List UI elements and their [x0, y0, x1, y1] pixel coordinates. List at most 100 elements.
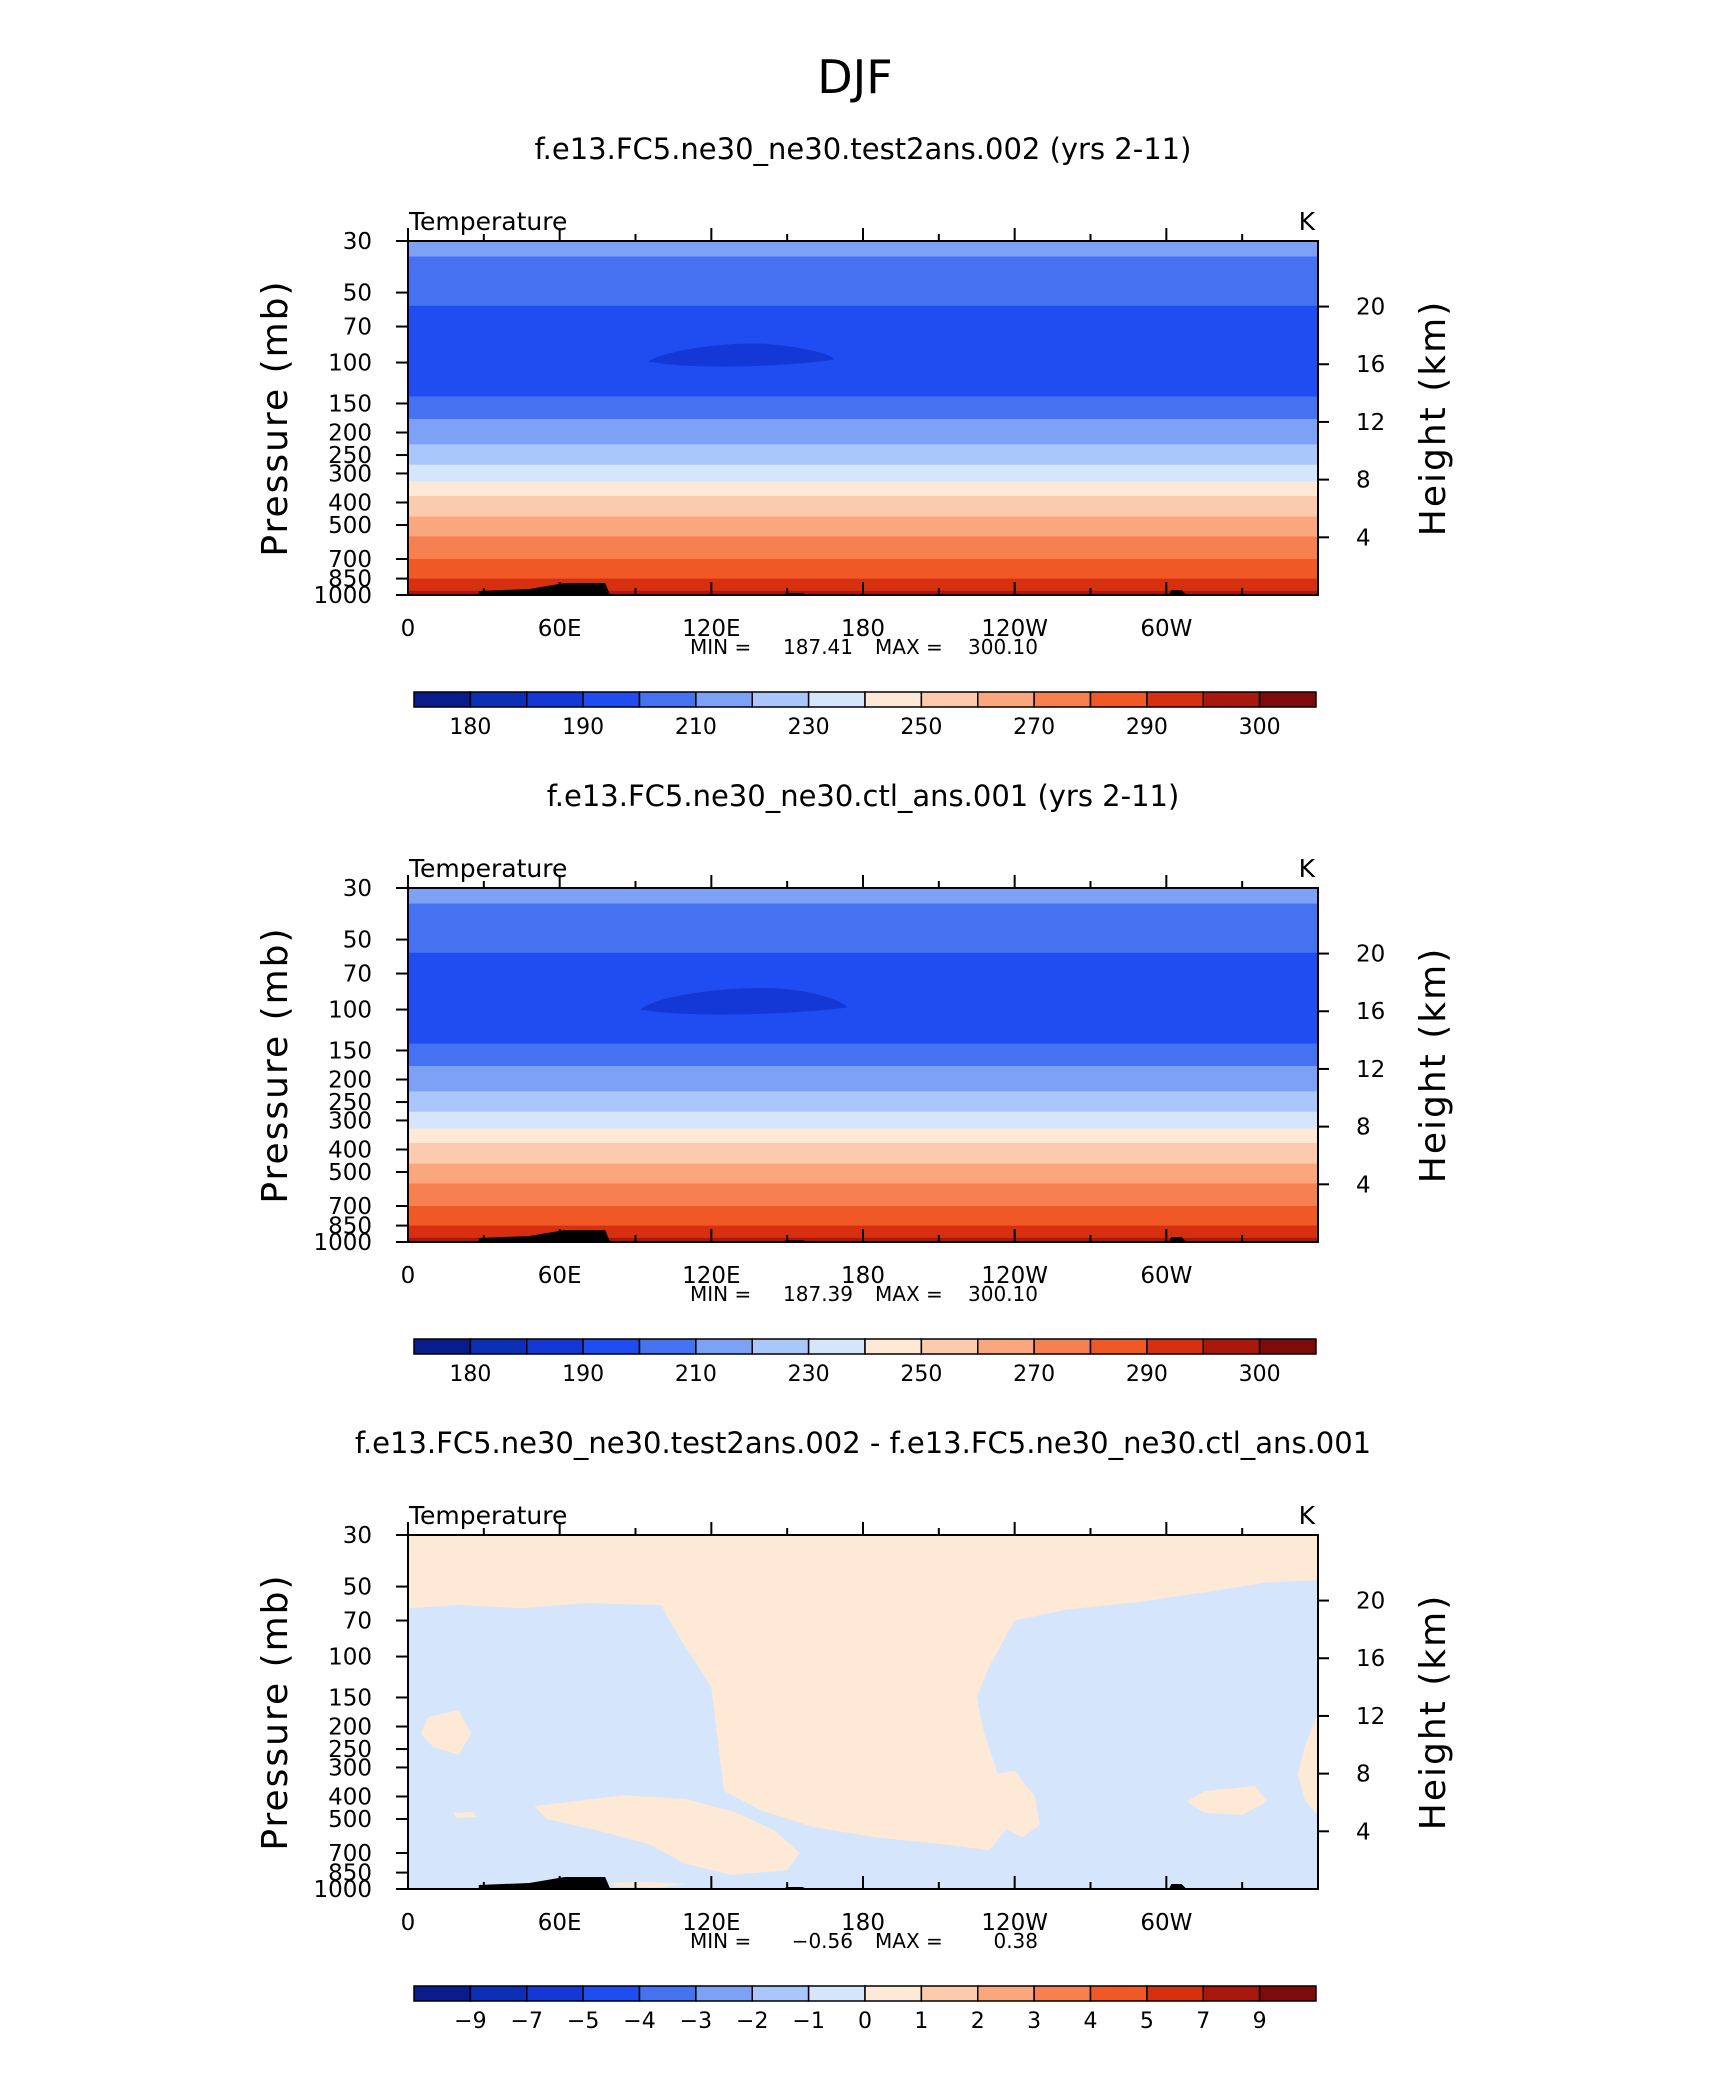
panel-1: f.e13.FC5.ne30_ne30.test2ans.002 (yrs 2-… — [255, 132, 1454, 740]
colorbar-swatch — [1089, 1985, 1148, 2002]
y-tick-label: 1000 — [313, 1230, 372, 1256]
y-tick-label: 200 — [328, 1715, 372, 1741]
colorbar-label: 270 — [1013, 1362, 1055, 1387]
x-tick-label: 120W — [981, 1910, 1048, 1936]
colorbar-swatch — [638, 1338, 697, 1355]
colorbar-label: 270 — [1013, 715, 1055, 740]
min-value: 187.39 — [783, 1282, 853, 1306]
contour-band — [408, 1142, 1318, 1165]
y-tick-label: 850 — [328, 1861, 372, 1887]
colorbar-label: −2 — [736, 2009, 768, 2034]
x-tick-label: 60W — [1140, 616, 1192, 642]
colorbar-label: 290 — [1126, 1362, 1168, 1387]
positive-diff-region — [420, 1710, 472, 1755]
y-tick-label: 100 — [328, 1645, 372, 1671]
positive-diff-region — [976, 1770, 1040, 1838]
contour-band — [408, 1128, 1318, 1144]
contour-band — [408, 1163, 1318, 1184]
y-tick-label: 1000 — [313, 583, 372, 609]
colorbar-label: −4 — [623, 2009, 655, 2034]
panel-units-label: K — [1299, 854, 1316, 883]
colorbar-label: 250 — [900, 715, 942, 740]
x-tick-label: 0 — [401, 616, 416, 642]
y-right-tick-label: 8 — [1356, 1115, 1371, 1141]
contour-band — [408, 419, 1318, 445]
colorbar-swatch — [695, 1985, 753, 2002]
colorbar-swatch — [807, 691, 866, 708]
panel-title: f.e13.FC5.ne30_ne30.ctl_ans.001 (yrs 2-1… — [547, 779, 1180, 813]
figure-title: DJF — [817, 50, 892, 104]
colorbar-label: 5 — [1140, 2009, 1154, 2034]
colorbar-swatch — [977, 1338, 1035, 1355]
topography-mask — [478, 1230, 1187, 1242]
y-right-tick-label: 20 — [1356, 1589, 1385, 1615]
y-tick-label: 70 — [343, 962, 372, 988]
contour-band — [408, 256, 1318, 307]
y-tick-label: 150 — [328, 1685, 372, 1711]
colorbar-swatch — [1089, 691, 1148, 708]
contour-band — [408, 396, 1318, 420]
y-right-tick-label: 4 — [1356, 1172, 1371, 1198]
min-value: −0.56 — [792, 1929, 853, 1953]
colorbar-label: 180 — [449, 715, 491, 740]
y-tick-label: 250 — [328, 443, 372, 469]
colorbar-swatch — [1202, 691, 1261, 708]
colorbar-swatch — [807, 1985, 866, 2002]
colorbar-swatch — [1202, 1338, 1261, 1355]
y-tick-label: 200 — [328, 421, 372, 447]
x-tick-label: 60W — [1140, 1910, 1192, 1936]
colorbar-swatch — [469, 691, 528, 708]
panel-variable-label: Temperature — [408, 207, 567, 236]
colorbar-swatch — [1146, 1985, 1204, 2002]
colorbar-label: 7 — [1196, 2009, 1210, 2034]
colorbar-swatch — [751, 691, 810, 708]
max-label: MAX = — [875, 1929, 943, 1953]
plot-area — [408, 241, 1318, 595]
y-tick-label: 700 — [328, 1841, 372, 1867]
positive-diff-region — [610, 1881, 687, 1888]
colorbar-label: 210 — [675, 715, 717, 740]
colorbar-swatch — [1258, 1985, 1317, 2002]
y-right-tick-label: 4 — [1356, 525, 1371, 551]
colorbar-swatch — [920, 691, 979, 708]
colorbar-label: 210 — [675, 1362, 717, 1387]
colorbar-label: 4 — [1084, 2009, 1098, 2034]
contour-band — [408, 1111, 1318, 1130]
contour-band — [408, 241, 1318, 258]
colorbar-swatch — [864, 1338, 923, 1355]
y-axis-right-title: Height (km) — [1413, 300, 1454, 536]
y-tick-label: 400 — [328, 1137, 372, 1163]
contour-band — [408, 481, 1318, 497]
contour-band — [408, 952, 1318, 1045]
y-tick-label: 30 — [343, 229, 372, 255]
plot-area — [408, 888, 1318, 1242]
x-tick-label: 120W — [981, 616, 1048, 642]
colorbar-swatch — [469, 1338, 528, 1355]
colorbar-swatch — [1033, 1985, 1092, 2002]
colorbar-swatch — [977, 691, 1035, 708]
y-tick-label: 850 — [328, 1214, 372, 1240]
min-label: MIN = — [690, 1282, 751, 1306]
colorbar-swatch — [469, 1985, 528, 2002]
colorbar-swatch — [413, 1338, 472, 1355]
colorbar-label: −5 — [567, 2009, 599, 2034]
y-tick-label: 300 — [328, 1108, 372, 1134]
colorbar-label: 2 — [971, 2009, 985, 2034]
colorbar-label: 9 — [1253, 2009, 1267, 2034]
x-tick-label: 120E — [682, 1263, 740, 1289]
x-tick-label: 60E — [538, 1263, 582, 1289]
y-right-tick-label: 16 — [1356, 999, 1385, 1025]
colorbar-label: 1 — [914, 2009, 928, 2034]
y-tick-label: 70 — [343, 1609, 372, 1635]
colorbar-swatch — [413, 1985, 472, 2002]
colorbar-swatch — [1258, 1338, 1317, 1355]
colorbar-label: 300 — [1239, 715, 1281, 740]
y-right-tick-label: 4 — [1356, 1819, 1371, 1845]
min-value: 187.41 — [783, 635, 853, 659]
colorbar-swatch — [1146, 691, 1204, 708]
colorbar-label: 0 — [858, 2009, 872, 2034]
colorbar-swatch — [526, 1338, 584, 1355]
colorbar-swatch — [920, 1338, 979, 1355]
colorbar-swatch — [977, 1985, 1035, 2002]
y-tick-label: 70 — [343, 315, 372, 341]
